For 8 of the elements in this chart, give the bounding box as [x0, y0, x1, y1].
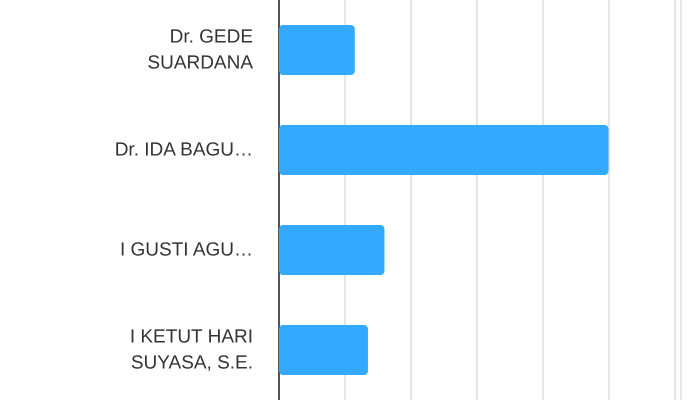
bar: [279, 225, 384, 275]
y-tick-label: Dr. IDA BAGU…: [114, 140, 253, 160]
bar: [279, 325, 368, 375]
bar: [279, 125, 609, 175]
y-tick-label: I KETUT HARI SUYASA, S.E.: [130, 326, 253, 374]
y-tick-label: Dr. GEDE SUARDANA: [147, 26, 254, 74]
bar: [279, 25, 355, 75]
y-tick-label: I GUSTI AGU…: [120, 240, 253, 260]
